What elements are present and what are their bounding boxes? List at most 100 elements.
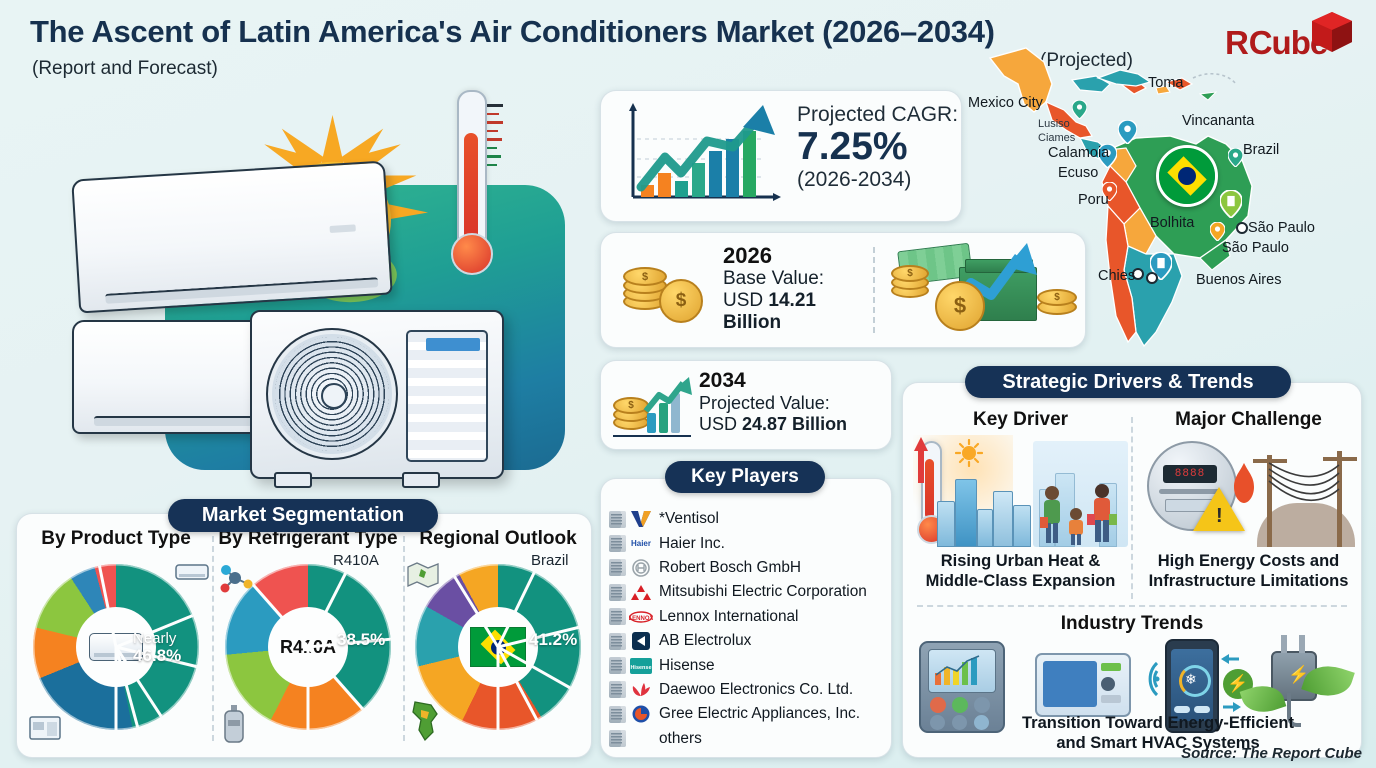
map-dot-marker [1236,222,1248,234]
base-amount-value: 14.21 [768,290,816,312]
molecule-icon [219,564,255,600]
building-icon [609,681,626,699]
ac-mini-icon [175,564,209,590]
key-player-row[interactable]: Hisense Hisense [609,653,887,677]
arrow-up-icon [643,377,692,413]
key-player-row[interactable]: Gree Electric Appliances, Inc. [609,702,887,726]
donut-leader-label-region: Brazil [531,552,569,569]
donut-data-label-product: Nearly 46.8% [133,630,182,665]
map-label: Ciames [1038,132,1076,144]
map-label: Bolhita [1150,215,1195,231]
map-label: Chies [1098,268,1136,284]
condenser-fan [266,328,398,460]
map-dot-marker [1132,268,1144,280]
key-players-heading: Key Players [665,461,825,493]
ac-hero-illustration [20,80,580,488]
donut-leader-label-refrigerant: R410A [333,552,379,569]
outdoor-condenser-unit [250,310,504,488]
lennox-logo: LENNOX [629,608,653,626]
map-shapes [988,47,1253,348]
cagr-label: Projected CAGR: [797,103,959,126]
commercial-building-icon [29,713,61,747]
money-growth-icon: $ $ $ [891,237,1077,343]
map-pin-icon [1210,222,1225,241]
projected-year: 2034 [699,369,746,392]
cube-icon [1312,12,1352,52]
key-player-row[interactable]: Robert Bosch GmbH [609,556,887,580]
page-title: The Ascent of Latin America's Air Condit… [30,14,995,49]
condenser-side-panel [406,330,488,462]
coin-stack-icon: $ $ [619,259,715,323]
segment-column-regional-outlook: Regional Outlook Brazil 41.2% [405,528,591,746]
projected-amount-value: 24.87 Billion [742,413,848,434]
building-icon [609,510,626,528]
warning-exclamation: ! [1216,505,1223,527]
projected-label: Projected Value: [699,393,830,414]
building-icon [609,535,626,553]
base-amount-unit: Billion [723,311,782,333]
projected-value-card: $ 2034 Projected Value: USD 24.87 Billio… [600,360,892,450]
key-player-row[interactable]: Mitsubishi Electric Corporation [609,580,887,604]
map-label: Buenos Aires [1196,272,1282,288]
projected-amount-prefix: USD [699,413,743,434]
thermometer-body [457,90,487,254]
projected-value-text: 2034 Projected Value: USD 24.87 Billion [699,369,847,435]
industry-trends-title: Industry Trends [1060,613,1204,634]
major-challenge-block: Major Challenge 8888 ! [1141,409,1357,591]
cagr-card: Projected CAGR: 7.25% (2026-2034) [600,90,962,222]
no-logo [629,730,653,748]
donut-chart-product-type [33,564,199,730]
ac-vent [329,224,356,233]
base-amount-prefix: USD [723,290,769,312]
base-label: Base Value: [723,268,825,290]
donut-center: R410A [271,610,345,684]
strategic-drivers-card: Key Driver [902,382,1362,758]
ventisol-logo [629,510,653,528]
key-player-row[interactable]: AB Electrolux [609,629,887,653]
map-label: Calamoia [1048,145,1110,161]
thermometer-bulb [451,233,493,275]
building-icon [609,657,626,675]
building-icon [609,583,626,601]
map-dot-marker [1146,272,1158,284]
person-icon [1087,484,1117,542]
sync-arrows-icon [1221,654,1241,712]
building-icon [609,559,626,577]
map-icon [407,562,439,594]
building-icon [609,608,626,626]
key-player-row[interactable]: Daewoo Electronics Co. Ltd. [609,678,887,702]
key-player-name: Lennox International [659,607,799,625]
cagr-value: 7.25% [797,125,908,169]
brazil-flag-marker [1156,145,1218,207]
key-player-row[interactable]: Haier Haier Inc. [609,531,887,555]
segment-divider [403,536,405,741]
base-amount-line: USD 14.21 [723,290,863,312]
hisense-logo: Hisense [629,657,653,675]
key-player-row[interactable]: *Ventisol [609,507,887,531]
thermostat-panel-icon [1035,653,1131,717]
key-player-row[interactable]: others [609,727,887,751]
wifi-waves-icon [1148,661,1160,697]
map-label: Poru [1078,192,1109,208]
key-player-row[interactable]: LENNOX Lennox International [609,605,887,629]
map-label: Lusiso [1038,118,1070,130]
industry-trends-art: ❄ ⚡ ⚡ [913,635,1355,733]
mitsubishi-logo [629,583,653,601]
major-challenge-caption: High Energy Costs and Infrastructure Lim… [1148,552,1349,591]
major-challenge-art: 8888 ! [1141,435,1357,547]
page-subtitle: (Report and Forecast) [32,58,218,79]
key-driver-caption: Rising Urban Heat & Middle-Class Expansi… [925,552,1116,591]
donut-chart-regional-outlook [415,564,581,730]
segment-title: By Product Type [41,528,191,549]
map-pin-icon [1228,148,1243,167]
electrolux-logo [629,632,653,651]
segment-divider [212,536,214,741]
condenser-foot [402,472,440,488]
base-value-card: $ $ 2026 Base Value: USD 14.21 Billion $… [600,232,1086,348]
map-pin-icon [1102,182,1117,201]
smartphone-icon: ❄ [1165,639,1219,733]
snowflake-icon: ❄ [1185,671,1197,687]
energy-bolt-badge: ⚡ [1223,669,1253,699]
key-player-name: Hisense [659,656,715,674]
latin-america-map: Mexico City Lusiso Ciames Calamoia Ecuso Poru… [960,40,1315,360]
